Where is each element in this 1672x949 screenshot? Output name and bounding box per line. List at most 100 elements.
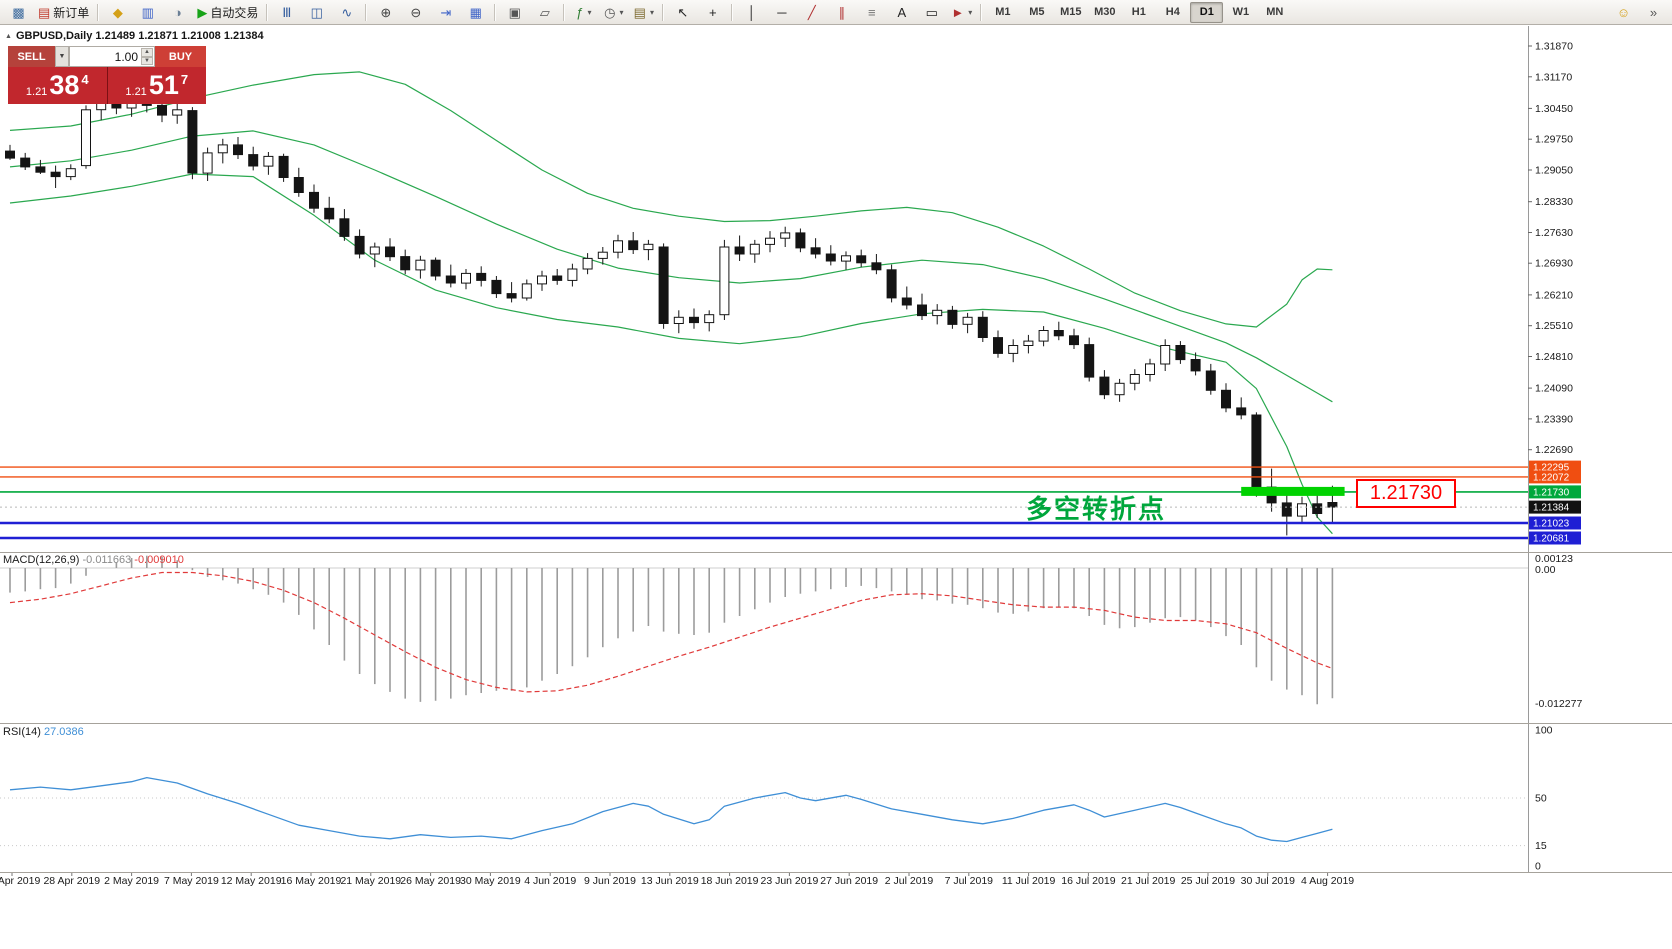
bar-chart-mode-icon[interactable]: Ⅲ <box>272 1 301 24</box>
vertical-line-icon: │ <box>747 4 756 20</box>
toolbar-overflow-icon: » <box>1649 4 1658 20</box>
new-chart-icon[interactable]: ▩ <box>4 1 33 24</box>
sell-price-button[interactable]: 1.21 38 4 <box>8 67 108 104</box>
grid-icon[interactable]: ▦ <box>461 1 490 24</box>
candle-body <box>780 232 791 239</box>
volume-decrease-button[interactable]: ▼ <box>141 56 153 65</box>
candle-body <box>886 269 897 299</box>
toolbar-separator <box>97 3 100 21</box>
new-order-button[interactable]: ▤ 新订单 <box>34 1 93 24</box>
bid-price-prefix: 1.21 <box>25 86 48 98</box>
toolbar: ▩ ▤ 新订单 ◆ ▥ ◑ ▶ 自动交易 Ⅲ ◫ ∿ ⊕ ⊖ ⇥ ▦ ▣ ▱ ƒ ▾ ◷ ▾ ▤ ▾ ↖ + │ ─ ╱ ∥ ≡ A ▭ ► ▾ M… <box>0 0 1672 25</box>
crosshair-icon: + <box>709 4 717 20</box>
price-axis[interactable]: 1.31870 1.31170 1.30450 1.29750 1.29050 1.283… <box>1528 26 1581 872</box>
candle-body <box>1236 407 1247 416</box>
community-icon[interactable]: ☺ <box>1609 1 1638 24</box>
zoom-out-icon[interactable]: ⊖ <box>401 1 430 24</box>
timeframe-button-h4[interactable]: H4 <box>1165 6 1180 18</box>
timeframe-button-mn[interactable]: MN <box>1266 6 1284 18</box>
rsi-axis-label: 50 <box>1535 793 1547 805</box>
cursor-icon: ↖ <box>677 4 689 20</box>
candle-body <box>810 247 821 255</box>
one-click-trading-panel: SELL ▼ 1.00 ▲ ▼ BUY 1.21 38 4 1.21 51 <box>8 46 206 104</box>
data-window-icon: ◑ <box>173 4 182 20</box>
candle-body <box>354 235 365 255</box>
vertical-line-icon[interactable]: │ <box>737 1 766 24</box>
zoom-in-icon[interactable]: ⊕ <box>371 1 400 24</box>
price-tick-label: 1.29050 <box>1535 165 1573 177</box>
timeframe-button-d1[interactable]: D1 <box>1190 1 1224 23</box>
auto-scroll-icon[interactable]: ⇥ <box>431 1 460 24</box>
price-tick-label: 1.29750 <box>1535 134 1573 146</box>
volume-dropdown-button[interactable]: ▼ <box>55 46 69 67</box>
candle-body <box>1175 345 1186 361</box>
timeframe-button-h1[interactable]: H1 <box>1131 6 1146 18</box>
candle-body <box>841 255 851 262</box>
candle-body <box>947 309 958 325</box>
equidistant-channel-icon[interactable]: ∥ <box>827 1 856 24</box>
toolbar-separator <box>662 3 665 21</box>
profiles-icon[interactable]: ◆ <box>103 1 132 24</box>
crosshair-icon[interactable]: + <box>698 1 727 24</box>
cascade-windows-icon[interactable]: ▱ <box>530 1 559 24</box>
candle-body <box>339 218 350 237</box>
date-label: 4 Aug 2019 <box>1301 875 1354 887</box>
candle-body <box>521 283 532 299</box>
macd-label: MACD(12,26,9) -0.011663 -0.009010 <box>3 554 184 566</box>
arrows-icon[interactable]: ► ▾ <box>947 1 976 24</box>
price-tag <box>1529 500 1581 514</box>
templates-icon[interactable]: ▤ ▾ <box>629 1 658 24</box>
tile-windows-icon[interactable]: ▣ <box>500 1 529 24</box>
candle-body <box>1205 370 1216 391</box>
auto-trading-button[interactable]: ▶ 自动交易 <box>193 1 262 24</box>
buy-price-button[interactable]: 1.21 51 7 <box>107 67 206 104</box>
candle-body <box>430 259 441 277</box>
horizontal-line-icon[interactable]: ─ <box>767 1 796 24</box>
volume-field[interactable]: 1.00 ▲ ▼ <box>69 46 155 67</box>
price-tick-label: 1.28330 <box>1535 196 1573 208</box>
line-chart-mode-icon[interactable]: ∿ <box>332 1 361 24</box>
timeframe-button-m15[interactable]: M15 <box>1060 6 1082 18</box>
market-watch-icon[interactable]: ▥ <box>133 1 162 24</box>
indicators-icon[interactable]: ƒ ▾ <box>569 1 598 24</box>
candle-body <box>977 316 988 338</box>
volume-increase-button[interactable]: ▲ <box>141 48 153 57</box>
date-label: 23 Apr 2019 <box>0 875 40 887</box>
community-icon: ☺ <box>1616 4 1631 20</box>
support-zone[interactable] <box>1241 486 1345 496</box>
date-label: 18 Jun 2019 <box>701 875 759 887</box>
toolbar-overflow-icon[interactable]: » <box>1639 1 1668 24</box>
trendline-icon[interactable]: ╱ <box>797 1 826 24</box>
date-label: 23 Jun 2019 <box>760 875 818 887</box>
candle-body <box>1312 503 1323 514</box>
fibonacci-icon[interactable]: ≡ <box>857 1 886 24</box>
price-callout-label[interactable]: 1.21730 <box>1356 479 1456 508</box>
tile-windows-icon: ▣ <box>508 4 521 20</box>
timeframe-button-m5[interactable]: M5 <box>1029 6 1045 18</box>
date-label: 11 Jul 2019 <box>1002 875 1056 887</box>
cursor-icon[interactable]: ↖ <box>668 1 697 24</box>
annotation-text[interactable]: 多空转折点 <box>1026 494 1167 524</box>
fibonacci-icon: ≡ <box>868 4 876 20</box>
data-window-icon[interactable]: ◑ <box>163 1 192 24</box>
candlestick-mode-icon[interactable]: ◫ <box>302 1 331 24</box>
chart-symbol-marker-icon: ▲ <box>5 32 12 40</box>
text-icon[interactable]: A <box>887 1 916 24</box>
text-label-icon[interactable]: ▭ <box>917 1 946 24</box>
sell-button[interactable]: SELL <box>8 46 55 67</box>
periods-icon[interactable]: ◷ ▾ <box>599 1 628 24</box>
buy-button[interactable]: BUY <box>155 46 206 67</box>
toolbar-separator <box>266 3 269 21</box>
bid-price-big-digits: 38 <box>49 70 80 100</box>
zoom-out-icon: ⊖ <box>410 4 422 20</box>
timeframe-button-m1[interactable]: M1 <box>995 6 1011 18</box>
candlestick-mode-icon: ◫ <box>310 4 323 20</box>
timeframe-button-w1[interactable]: W1 <box>1232 6 1250 18</box>
candle-body <box>825 253 836 262</box>
price-tag-label: 1.22295 <box>1533 463 1570 474</box>
candle-body <box>1069 335 1079 346</box>
toolbar-separator <box>563 3 566 21</box>
timeframe-button-m30[interactable]: M30 <box>1094 6 1116 18</box>
